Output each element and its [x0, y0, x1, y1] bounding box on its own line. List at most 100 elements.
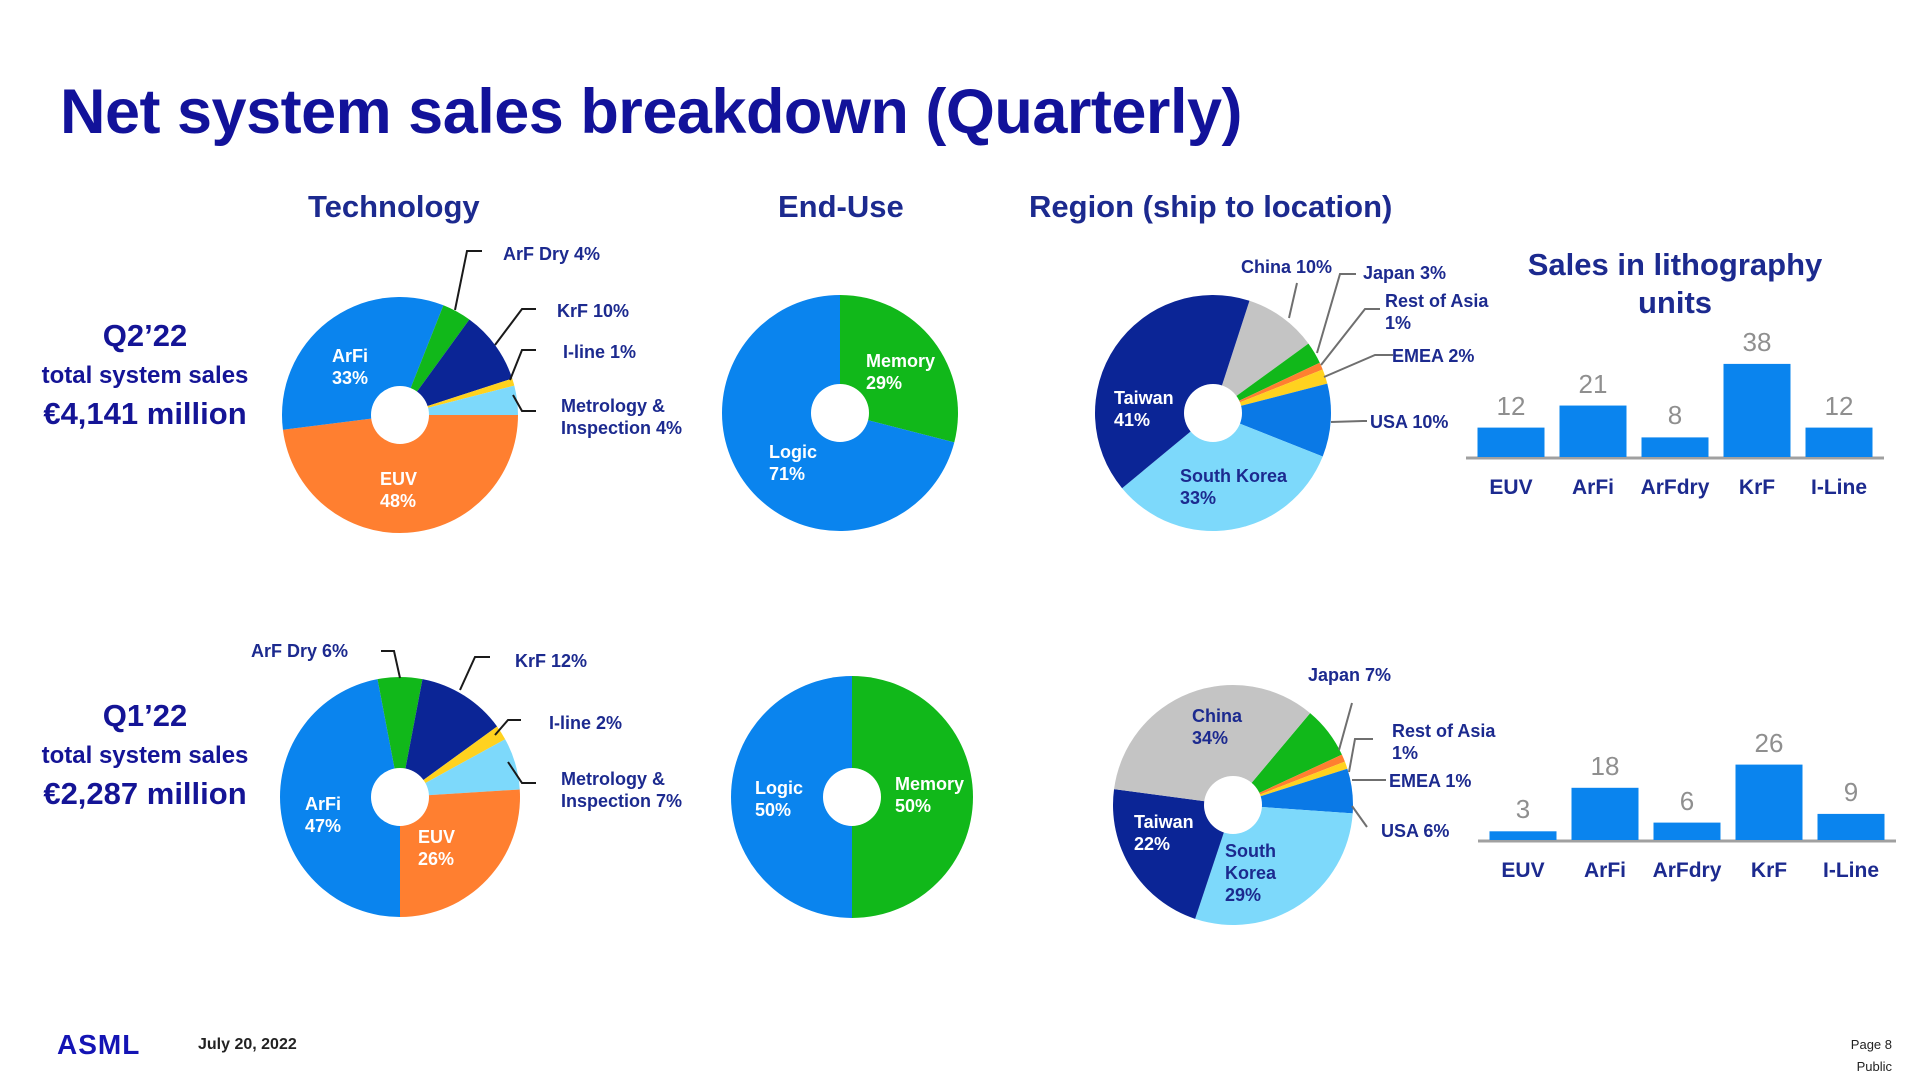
q1-region-china-label: China 34% — [1192, 705, 1242, 749]
q1-tech-arfdry-callout: ArF Dry 6% — [251, 641, 349, 661]
q1-units-category-label: I-Line — [1823, 859, 1879, 882]
q1-units-value-label: 9 — [1843, 776, 1859, 807]
bar-chart-title-line2: units — [1637, 285, 1713, 320]
label-name: ArFi — [305, 794, 341, 814]
q2-units-value-label: 12 — [1824, 390, 1854, 421]
label-pct: 33% — [332, 368, 369, 388]
label-name: Logic — [769, 442, 817, 462]
donut-charts — [280, 294, 1353, 925]
q2-region-slice-china — [1213, 300, 1309, 413]
label-pct: 47% — [305, 816, 342, 836]
q1-region-slice-south-korea — [1195, 805, 1353, 925]
q2-tech-slice-metrology-inspection — [400, 385, 518, 415]
callout-line1: Metrology & — [561, 769, 666, 789]
q2-region-slice-rest-of-asia — [1213, 362, 1323, 413]
q2-region-slice-emea — [1213, 369, 1328, 413]
tech-leader-lines — [381, 250, 536, 784]
q1-total-value: €2,287 million — [43, 776, 247, 811]
q1-region-japan-callout: Japan 7% — [1308, 665, 1392, 685]
q1-region-usa-callout: USA 6% — [1381, 821, 1450, 841]
q1-tech-euv-label: EUV 26% — [418, 826, 455, 870]
callout-line1: Metrology & — [561, 396, 666, 416]
q2-subtitle: total system sales — [41, 362, 249, 389]
q1-region-korea-label: South Korea 29% — [1225, 840, 1276, 906]
q2-region-slice-japan — [1213, 343, 1320, 413]
q2-units-category-label: KrF — [1738, 476, 1776, 499]
callout-line1: Rest of Asia — [1392, 721, 1496, 741]
label-pct: 48% — [380, 491, 417, 511]
q1-region-slice-japan — [1233, 713, 1342, 805]
q2-tech-iline-callout: I-line 1% — [563, 342, 637, 362]
q1-units-category-label: ArFi — [1584, 859, 1626, 882]
callout-line1: Rest of Asia — [1385, 291, 1489, 311]
q2-tech-hole — [371, 386, 429, 444]
q1-region-slice-taiwan — [1113, 789, 1233, 919]
q2-enduse-hole — [811, 384, 869, 442]
q2-units-bar-krf — [1723, 363, 1791, 457]
label-name: EUV — [418, 827, 456, 847]
q2-enduse-slice-memory — [840, 295, 958, 443]
q2-region-china-callout: China 10% — [1241, 257, 1333, 277]
asml-logo: ASML — [57, 1029, 141, 1060]
label-pct: 41% — [1114, 410, 1151, 430]
label-name: Memory — [895, 774, 965, 794]
q1-units-category-label: EUV — [1501, 859, 1545, 882]
classification-label: Public — [1856, 1059, 1892, 1074]
bar-chart-title-line1: Sales in lithography — [1527, 247, 1823, 282]
label-pct: 50% — [755, 800, 792, 820]
q1-tech-slice-arf-dry — [377, 677, 423, 797]
q1-units-bar-arfdry — [1653, 822, 1721, 840]
callout-line2: Inspection 7% — [561, 791, 683, 811]
q2-enduse-memory-label: Memory 29% — [866, 350, 935, 394]
label-name: Logic — [755, 778, 803, 798]
q2-tech-arfi-label: ArFi 33% — [332, 345, 368, 389]
q2-region-korea-label: South Korea 33% — [1180, 465, 1287, 509]
q1-units-value-label: 3 — [1515, 794, 1531, 825]
q1-units-value-label: 26 — [1754, 727, 1784, 758]
label-pct: 22% — [1134, 834, 1171, 854]
q2-tech-slice-euv — [282, 415, 518, 534]
q1-tech-hole — [371, 768, 429, 826]
q1-enduse-slice-logic — [731, 676, 852, 918]
label-name-line1: South — [1225, 841, 1276, 861]
q2-units-bar-arfdry — [1641, 437, 1709, 457]
label-name: South Korea — [1180, 466, 1288, 486]
q2-tech-krf-callout: KrF 10% — [557, 301, 630, 321]
q1-enduse-logic-label: Logic 50% — [755, 777, 803, 821]
q1-subtitle: total system sales — [41, 742, 249, 769]
q2-region-rest-of-asia-callout: Rest of Asia 1% — [1385, 290, 1488, 334]
footer-page-info: Page 8 Public — [1851, 1034, 1892, 1078]
q1-enduse-hole — [823, 768, 881, 826]
footer-date: July 20, 2022 — [198, 1036, 297, 1053]
q2-units-category-label: I-Line — [1811, 476, 1867, 499]
q2-tech-slice-krf — [400, 319, 513, 415]
q2-tech-slice-i-line — [400, 378, 515, 415]
label-pct: 34% — [1192, 728, 1229, 748]
q2-tech-metrology-callout: Metrology & Inspection 4% — [561, 395, 682, 439]
label-pct: 29% — [866, 373, 903, 393]
q1-units-category-label: ArFdry — [1652, 859, 1722, 882]
q1-region-taiwan-label: Taiwan 22% — [1134, 811, 1194, 855]
q2-tech-euv-label: EUV 48% — [380, 468, 417, 512]
q1-region-rest-of-asia-callout: Rest of Asia 1% — [1392, 720, 1495, 764]
q1-summary: Q1’22 total system sales €2,287 million — [0, 698, 290, 812]
callout-line2: Inspection 4% — [561, 418, 683, 438]
label-pct: 71% — [769, 464, 806, 484]
label-pct: 29% — [1225, 885, 1262, 905]
label-name: Taiwan — [1134, 812, 1194, 832]
q2-region-emea-callout: EMEA 2% — [1392, 346, 1475, 366]
label-name: Memory — [866, 351, 936, 371]
label-pct: 50% — [895, 796, 932, 816]
label-name: China — [1192, 706, 1243, 726]
label-name-line2: Korea — [1225, 863, 1277, 883]
heading-end-use: End-Use — [778, 189, 904, 224]
q1-units-value-label: 6 — [1679, 785, 1695, 816]
bar-charts — [1466, 363, 1896, 843]
q1-region-slice-usa — [1233, 768, 1353, 814]
q1-tech-arfi-label: ArFi 47% — [305, 793, 341, 837]
q1-region-emea-callout: EMEA 1% — [1389, 771, 1472, 791]
q2-units-category-label: EUV — [1489, 476, 1533, 499]
page-number: Page 8 — [1850, 1037, 1892, 1052]
q2-units-value-label: 21 — [1578, 368, 1608, 399]
heading-region: Region (ship to location) — [1029, 189, 1393, 224]
